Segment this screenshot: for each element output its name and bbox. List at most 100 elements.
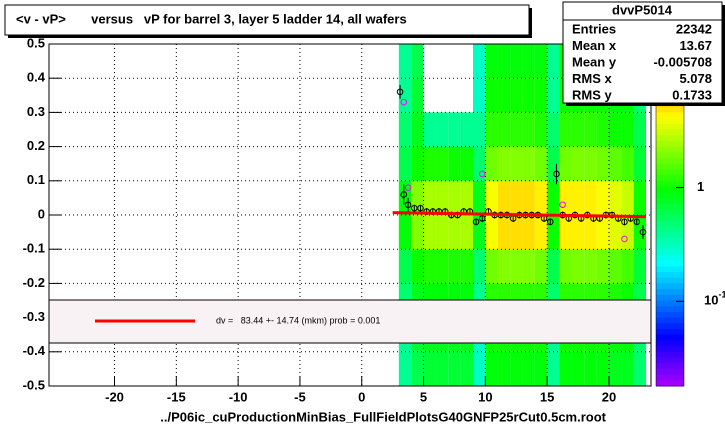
heatmap-cell — [522, 78, 535, 113]
heatmap-cell — [448, 180, 461, 215]
y-tick-label: 0.5 — [27, 35, 45, 50]
heatmap-cell — [559, 112, 572, 147]
heatmap-cell — [460, 112, 473, 147]
point — [546, 218, 554, 226]
heatmap-cell — [584, 180, 597, 215]
heatmap-cell — [534, 180, 548, 215]
heatmap-cell — [423, 112, 436, 147]
heatmap-cell — [510, 215, 523, 250]
heatmap-cell — [510, 112, 523, 147]
heatmap-cell — [633, 146, 647, 181]
heatmap-cell — [485, 351, 498, 386]
palette-cell — [656, 123, 684, 130]
y-tick-label: -0.4 — [23, 343, 46, 358]
heatmap-cell — [423, 351, 436, 386]
heatmap-cell — [633, 180, 647, 215]
palette-cell — [656, 266, 684, 273]
palette-cell — [656, 260, 684, 267]
heatmap-cell — [497, 112, 511, 147]
point — [553, 170, 560, 178]
heatmap-cell — [497, 78, 511, 113]
heatmap-cell — [460, 180, 473, 215]
stats-label: Entries — [572, 21, 616, 36]
y-tick-label: 0.2 — [27, 138, 45, 153]
heatmap-cell — [411, 180, 424, 215]
heatmap-cell — [435, 351, 449, 386]
heatmap-cell — [435, 112, 449, 147]
heatmap-cell — [559, 146, 572, 181]
heatmap-cell — [608, 180, 622, 215]
heatmap-cell — [398, 215, 412, 250]
heatmap-cell — [510, 146, 523, 181]
x-tick-label: 20 — [602, 389, 616, 404]
heatmap-cell — [497, 215, 511, 250]
heatmap-cell — [472, 215, 486, 250]
point — [621, 235, 628, 243]
heatmap-cell — [621, 146, 634, 181]
palette-cell — [656, 140, 684, 148]
heatmap-cell — [522, 215, 535, 250]
heatmap-cell — [448, 146, 461, 181]
stats-title: dvvP5014 — [612, 2, 673, 17]
heatmap-cell — [584, 249, 597, 284]
heatmap-cell — [596, 351, 609, 386]
heatmap-cell — [435, 146, 449, 181]
heatmap-cell — [621, 351, 634, 386]
heatmap-cell — [423, 180, 436, 215]
palette-cell — [656, 112, 684, 119]
heatmap-cell — [571, 249, 585, 284]
heatmap-cell — [398, 351, 412, 386]
palette-cell — [656, 129, 684, 136]
heatmap-cell — [584, 146, 597, 181]
palette-cell — [656, 272, 684, 279]
y-tick-label: 0.1 — [27, 172, 45, 187]
heatmap-cell — [608, 146, 622, 181]
heatmap-cell — [584, 112, 597, 147]
palette-cell — [656, 215, 684, 222]
heatmap-cell — [534, 215, 548, 250]
palette-cell — [656, 226, 684, 233]
palette-cell — [656, 243, 684, 250]
stats-box — [562, 1, 723, 104]
heatmap-cell — [571, 112, 585, 147]
y-tick-label: -0.2 — [23, 275, 45, 290]
heatmap-cell — [621, 112, 634, 147]
palette-cell — [656, 317, 684, 324]
heatmap-cell — [584, 351, 597, 386]
heatmap-cell — [633, 249, 647, 284]
palette-cell — [656, 175, 684, 182]
heatmap-cell — [398, 44, 412, 79]
fit-line — [392, 211, 647, 219]
heatmap-cell — [472, 249, 486, 284]
x-tick-label: 5 — [420, 389, 427, 404]
heatmap-cell — [485, 146, 498, 181]
heatmap-cell — [510, 44, 523, 79]
legend-text: dv = 83.44 +- 14.74 (mkm) prob = 0.001 — [216, 315, 380, 325]
z-tick-label-exponent: -1 — [718, 290, 725, 300]
point — [478, 215, 486, 222]
heatmap-cell — [485, 44, 498, 79]
palette-cell — [656, 329, 684, 336]
heatmap-cell — [398, 249, 412, 284]
palette-cell — [656, 237, 684, 244]
heatmap-cell — [472, 112, 486, 147]
y-tick-label: 0 — [38, 206, 45, 221]
heatmap-cell — [510, 180, 523, 215]
point — [396, 88, 404, 96]
plot-area — [49, 43, 651, 387]
heatmap-cell — [571, 351, 585, 386]
palette-cell — [656, 209, 684, 216]
heatmap-cell — [608, 249, 622, 284]
heatmap-cell — [423, 215, 436, 250]
heatmap-cell — [534, 78, 548, 113]
heatmap-cell — [522, 180, 535, 215]
heatmap-cell — [460, 351, 473, 386]
heatmap-cell — [534, 146, 548, 181]
heatmap-cell — [522, 44, 535, 79]
heatmap-cell — [571, 215, 585, 250]
heatmap-cell — [448, 215, 461, 250]
palette-cell — [656, 249, 684, 256]
heatmap-cell — [398, 180, 412, 215]
heatmap-cell — [448, 249, 461, 284]
